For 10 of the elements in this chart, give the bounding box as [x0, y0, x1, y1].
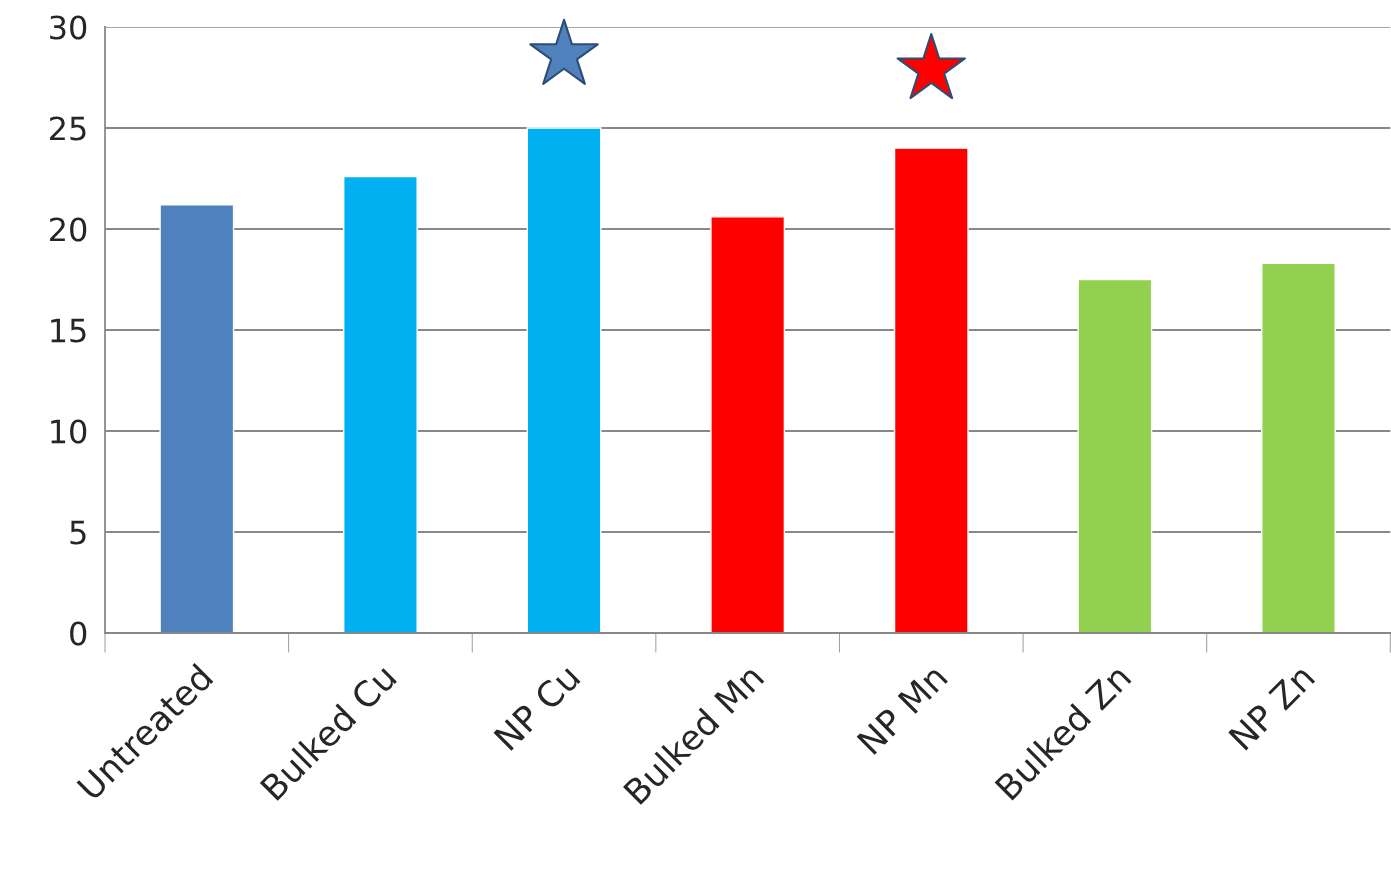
x-tick-label: NP Cu — [493, 663, 581, 752]
y-tick-label: 15 — [51, 318, 86, 343]
x-tick-label: NP Mn — [856, 663, 948, 755]
y-tick-label: 10 — [51, 419, 87, 444]
y-tick-label: 20 — [50, 217, 87, 242]
y-tick-label: 30 — [50, 15, 87, 40]
y-tick-label: 5 — [70, 520, 86, 545]
y-tick-label: 25 — [50, 116, 86, 141]
y-tick-label: 0 — [70, 621, 87, 646]
x-tick-label: NP Zn — [1228, 663, 1316, 751]
